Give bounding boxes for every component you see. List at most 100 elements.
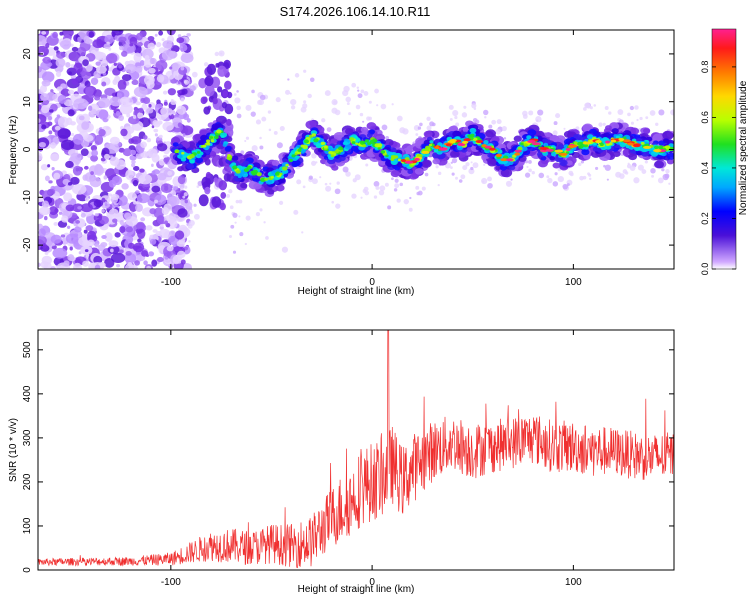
track-cell: [240, 182, 248, 189]
noise-cell: [128, 115, 140, 125]
noise-cell: [461, 112, 468, 118]
track-cell: [206, 139, 211, 143]
noise-cell: [259, 136, 262, 140]
snr-y-tick-label: 100: [22, 517, 33, 534]
noise-cell: [87, 105, 93, 111]
noise-cell: [384, 182, 389, 187]
noise-cell: [177, 122, 183, 128]
noise-cell: [557, 175, 564, 183]
noise-cell: [268, 128, 272, 132]
track-cell: [390, 156, 396, 160]
track-cell: [189, 159, 195, 164]
noise-cell: [104, 257, 115, 268]
noise-cell: [170, 98, 174, 103]
noise-cell: [140, 97, 145, 102]
noise-cell: [41, 200, 49, 209]
noise-cell: [641, 169, 647, 174]
noise-cell: [147, 148, 158, 159]
noise-cell: [491, 119, 497, 125]
noise-cell: [72, 133, 84, 145]
noise-cell: [193, 213, 200, 220]
noise-cell: [152, 169, 160, 175]
noise-cell: [140, 141, 147, 148]
noise-cell: [378, 189, 385, 196]
noise-cell: [415, 185, 420, 190]
noise-cell: [154, 133, 158, 137]
track-cell: [235, 169, 241, 174]
noise-cell: [139, 168, 145, 173]
track-cell: [369, 139, 375, 144]
noise-cell: [158, 134, 163, 139]
noise-cell: [267, 110, 272, 114]
noise-cell: [117, 142, 122, 146]
noise-cell: [503, 137, 507, 140]
noise-cell: [133, 44, 142, 54]
noise-cell: [84, 80, 91, 88]
noise-cell: [309, 77, 315, 82]
track-cell: [180, 157, 187, 162]
track-cell: [311, 133, 317, 137]
noise-cell: [163, 154, 168, 159]
noise-cell: [65, 160, 74, 168]
noise-cell: [180, 259, 186, 265]
track-cell: [643, 128, 651, 134]
noise-cell: [336, 181, 340, 185]
noise-cell: [59, 40, 72, 49]
noise-cell: [162, 40, 173, 49]
noise-cell: [356, 86, 360, 89]
track-peak-cell: [643, 145, 652, 149]
noise-cell: [80, 212, 86, 218]
track-cell: [645, 143, 650, 147]
noise-cell: [285, 89, 291, 95]
noise-cell: [47, 115, 53, 121]
noise-cell: [95, 61, 101, 66]
noise-cell: [156, 215, 165, 225]
noise-cell: [119, 219, 124, 226]
noise-cell: [470, 166, 474, 171]
track-peak-cell: [438, 147, 448, 151]
noise-cell: [188, 219, 195, 227]
track-cell: [666, 158, 674, 165]
noise-cell: [244, 139, 247, 143]
noise-cell: [510, 178, 513, 181]
noise-cell: [212, 97, 218, 105]
track-cell: [174, 149, 180, 153]
noise-cell: [408, 207, 413, 212]
noise-cell: [169, 66, 173, 70]
noise-cell: [528, 168, 532, 173]
noise-cell: [38, 196, 44, 203]
noise-cell: [454, 115, 458, 120]
track-peak-cell: [554, 149, 564, 153]
track-peak-cell: [457, 143, 466, 147]
noise-cell: [138, 107, 144, 114]
noise-cell: [259, 145, 264, 150]
track-cell: [472, 137, 478, 141]
noise-cell: [171, 62, 179, 72]
noise-cell: [188, 240, 191, 243]
noise-cell: [487, 182, 493, 189]
noise-cell: [129, 43, 134, 47]
noise-cell: [158, 30, 164, 36]
noise-cell: [460, 174, 466, 180]
colorbar-tick-label: 0.8: [700, 61, 710, 74]
noise-cell: [85, 86, 94, 97]
noise-cell: [109, 96, 123, 107]
noise-cell: [67, 89, 75, 95]
track-cell: [334, 149, 339, 154]
track-peak-cell: [506, 158, 514, 162]
noise-cell: [101, 208, 105, 213]
noise-cell: [125, 169, 134, 180]
noise-cell: [630, 121, 634, 125]
noise-cell: [238, 199, 243, 204]
noise-cell: [94, 95, 101, 101]
spectrogram-y-tick-label: 10: [22, 96, 33, 108]
noise-cell: [296, 179, 302, 185]
track-cell: [666, 152, 674, 160]
noise-cell: [582, 175, 587, 180]
noise-cell: [403, 198, 409, 205]
noise-cell: [200, 96, 207, 105]
noise-cell: [156, 99, 161, 105]
track-cell: [605, 125, 612, 131]
noise-cell: [174, 230, 185, 240]
noise-cell: [154, 199, 159, 204]
